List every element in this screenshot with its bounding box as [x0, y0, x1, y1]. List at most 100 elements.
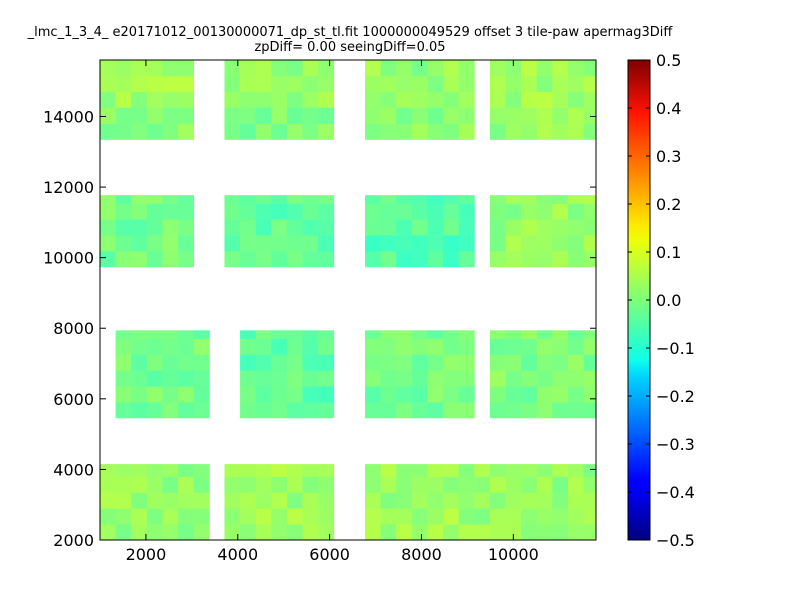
heatmap-cell	[162, 195, 179, 204]
heatmap-cell	[286, 524, 303, 540]
heatmap-cell	[380, 402, 397, 419]
heatmap-cell	[302, 250, 319, 268]
heatmap-cell	[536, 203, 553, 220]
heatmap-cell	[458, 250, 475, 268]
heatmap-cell	[146, 386, 163, 403]
heatmap-cell	[224, 203, 241, 220]
heatmap-cell	[443, 492, 460, 509]
heatmap-cell	[271, 492, 288, 509]
y-tick-label: 8000	[53, 319, 94, 338]
heatmap-cell	[162, 219, 179, 236]
heatmap-cell	[318, 91, 335, 109]
heatmap-cell	[411, 338, 428, 355]
heatmap-cell	[411, 492, 428, 509]
heatmap-cell	[521, 354, 538, 371]
heatmap-cell	[193, 476, 210, 493]
heatmap-cell	[521, 492, 538, 509]
heatmap-cell	[489, 338, 506, 355]
heatmap-cell	[427, 195, 444, 204]
heatmap-cell	[255, 60, 272, 77]
heatmap-cell	[131, 75, 148, 93]
heatmap-cell	[318, 60, 335, 77]
heatmap-cell	[364, 203, 381, 220]
heatmap-cell	[318, 492, 335, 509]
heatmap-cell	[364, 235, 381, 252]
heatmap-cell	[427, 370, 444, 387]
heatmap-cell	[318, 219, 335, 236]
heatmap-cell	[240, 195, 257, 204]
heatmap-cell	[427, 476, 444, 493]
heatmap-cell	[505, 60, 522, 77]
heatmap-cell	[443, 508, 460, 525]
heatmap-cell	[240, 75, 257, 93]
heatmap-cell	[302, 464, 319, 477]
heatmap-cell	[489, 235, 506, 252]
heatmap-cell	[396, 75, 413, 93]
heatmap-cell	[271, 370, 288, 387]
heatmap-cell	[162, 354, 179, 371]
heatmap-cell	[396, 250, 413, 268]
heatmap-cell	[552, 402, 569, 419]
heatmap-cell	[364, 402, 381, 419]
heatmap-cell	[193, 338, 210, 355]
heatmap-cell	[318, 508, 335, 525]
heatmap-cell	[178, 524, 195, 540]
heatmap-cell	[427, 492, 444, 509]
heatmap-cell	[286, 123, 303, 140]
heatmap-cell	[286, 235, 303, 252]
heatmap-cell	[536, 195, 553, 204]
heatmap-cell	[427, 235, 444, 252]
heatmap-cell	[536, 524, 553, 540]
y-tick-label: 4000	[53, 460, 94, 479]
heatmap-cell	[318, 402, 335, 419]
heatmap-cell	[505, 219, 522, 236]
heatmap-cell	[443, 402, 460, 419]
heatmap-cell	[521, 338, 538, 355]
heatmap-cell	[302, 123, 319, 140]
heatmap-cell	[443, 386, 460, 403]
heatmap-cell	[505, 508, 522, 525]
heatmap-cell	[286, 354, 303, 371]
heatmap-cell	[255, 354, 272, 371]
heatmap-cell	[489, 370, 506, 387]
heatmap-cell	[271, 203, 288, 220]
colorbar-tick-label: 0.3	[656, 147, 681, 166]
heatmap-cell	[458, 492, 475, 509]
heatmap-cell	[286, 219, 303, 236]
heatmap-cell	[552, 386, 569, 403]
heatmap-cell	[552, 107, 569, 124]
heatmap-cell	[240, 508, 257, 525]
heatmap-cell	[396, 524, 413, 540]
heatmap-cell	[411, 464, 428, 477]
heatmap-cell	[255, 195, 272, 204]
heatmap-cell	[489, 508, 506, 525]
heatmap-cell	[583, 91, 596, 109]
heatmap-cell	[224, 464, 241, 477]
heatmap-cell	[552, 354, 569, 371]
heatmap-cell	[411, 354, 428, 371]
heatmap-cell	[396, 107, 413, 124]
heatmap-cell	[286, 370, 303, 387]
heatmap-cell	[474, 508, 491, 525]
heatmap-cell	[364, 219, 381, 236]
heatmap-cell	[146, 354, 163, 371]
heatmap-cell	[255, 402, 272, 419]
heatmap-cell	[100, 91, 117, 109]
heatmap-cell	[100, 60, 117, 77]
heatmap-cell	[380, 250, 397, 268]
heatmap-cell	[364, 91, 381, 109]
heatmap-cell	[489, 464, 506, 477]
heatmap-cell	[536, 219, 553, 236]
heatmap-cell	[302, 330, 319, 339]
heatmap-cell	[302, 508, 319, 525]
colorbar-tick-label: −0.5	[656, 531, 695, 550]
heatmap-cell	[396, 235, 413, 252]
heatmap-cell	[178, 219, 195, 236]
heatmap-cell	[364, 524, 381, 540]
heatmap-cell	[162, 60, 179, 77]
heatmap-cell	[286, 386, 303, 403]
heatmap-cell	[411, 508, 428, 525]
heatmap-cell	[583, 330, 596, 339]
heatmap-cell	[552, 508, 569, 525]
heatmap-cell	[193, 370, 210, 387]
